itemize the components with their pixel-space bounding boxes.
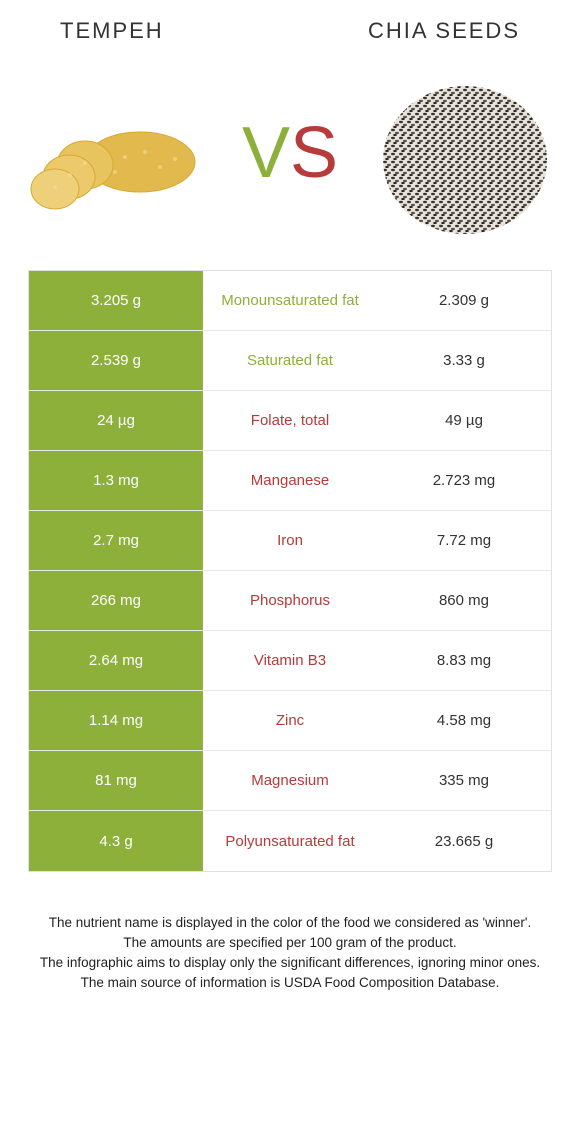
food-image-left [25,72,205,242]
value-left: 4.3 g [29,811,203,871]
value-right: 3.33 g [377,331,551,390]
table-row: 81 mgMagnesium335 mg [29,751,551,811]
nutrient-label: Folate, total [203,391,377,450]
table-row: 1.14 mgZinc4.58 mg [29,691,551,751]
nutrient-label: Manganese [203,451,377,510]
value-right: 2.309 g [377,271,551,330]
food-image-right [375,72,555,242]
value-left: 2.7 mg [29,511,203,570]
nutrient-label: Iron [203,511,377,570]
food-title-right: CHIA SEEDS [368,18,520,44]
nutrient-label: Saturated fat [203,331,377,390]
footer-line: The infographic aims to display only the… [36,954,544,973]
table-row: 24 µgFolate, total49 µg [29,391,551,451]
nutrient-label: Magnesium [203,751,377,810]
vs-s: S [290,113,338,193]
table-row: 1.3 mgManganese2.723 mg [29,451,551,511]
value-left: 3.205 g [29,271,203,330]
value-right: 23.665 g [377,811,551,871]
table-row: 2.539 gSaturated fat3.33 g [29,331,551,391]
nutrient-label: Vitamin B3 [203,631,377,690]
footer-line: The nutrient name is displayed in the co… [36,914,544,933]
value-right: 860 mg [377,571,551,630]
comparison-table: 3.205 gMonounsaturated fat2.309 g2.539 g… [28,270,552,872]
value-left: 1.3 mg [29,451,203,510]
value-right: 7.72 mg [377,511,551,570]
vs-v: V [242,113,290,193]
table-row: 266 mgPhosphorus860 mg [29,571,551,631]
value-right: 4.58 mg [377,691,551,750]
table-row: 4.3 gPolyunsaturated fat23.665 g [29,811,551,871]
value-left: 2.64 mg [29,631,203,690]
value-left: 2.539 g [29,331,203,390]
value-right: 335 mg [377,751,551,810]
value-right: 8.83 mg [377,631,551,690]
value-left: 1.14 mg [29,691,203,750]
value-right: 2.723 mg [377,451,551,510]
value-left: 24 µg [29,391,203,450]
table-row: 2.7 mgIron7.72 mg [29,511,551,571]
footer-line: The main source of information is USDA F… [36,974,544,993]
nutrient-label: Phosphorus [203,571,377,630]
nutrient-label: Monounsaturated fat [203,271,377,330]
value-left: 81 mg [29,751,203,810]
table-row: 3.205 gMonounsaturated fat2.309 g [29,271,551,331]
footer-line: The amounts are specified per 100 gram o… [36,934,544,953]
header: TEMPEH CHIA SEEDS [0,0,580,52]
value-left: 266 mg [29,571,203,630]
footer-notes: The nutrient name is displayed in the co… [36,914,544,993]
food-title-left: TEMPEH [60,18,164,44]
nutrient-label: Zinc [203,691,377,750]
nutrient-label: Polyunsaturated fat [203,811,377,871]
hero-row: VS [0,52,580,262]
vs-label: VS [242,112,338,194]
table-row: 2.64 mgVitamin B38.83 mg [29,631,551,691]
value-right: 49 µg [377,391,551,450]
